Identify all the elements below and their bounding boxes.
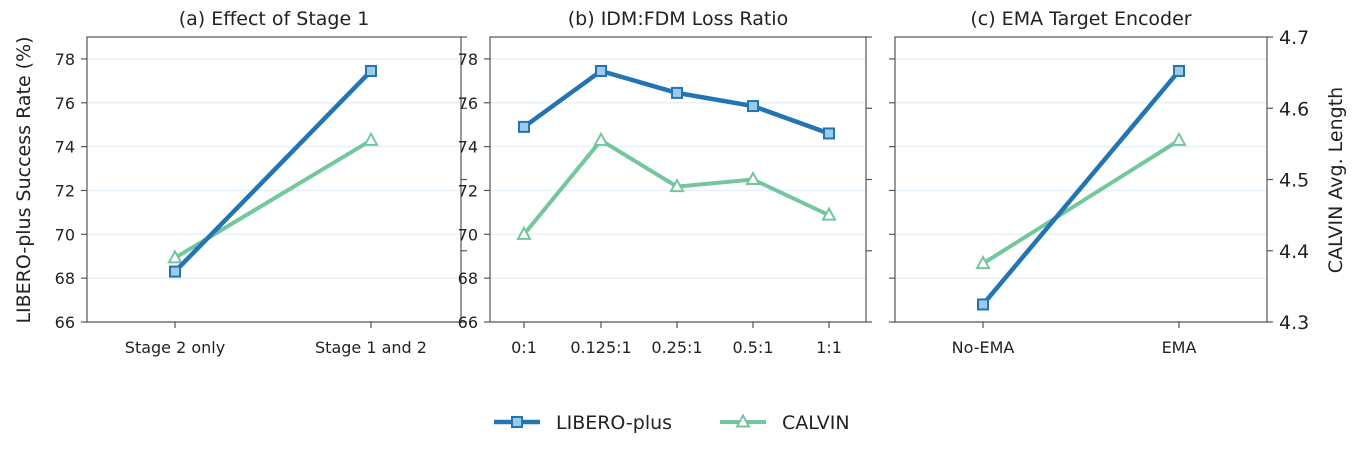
x-tick-label: Stage 1 and 2: [315, 338, 427, 357]
y-tick-label: 78: [55, 50, 75, 69]
data-point-libero-plus: [977, 298, 989, 311]
plot-frame: [86, 36, 462, 323]
x-tick-label: 0.5:1: [732, 338, 773, 357]
y2-tick-label: 4.5: [1279, 170, 1309, 192]
x-tick-label: Stage 2 only: [125, 338, 225, 357]
y-tick-label: 74: [55, 138, 75, 157]
data-point-libero-plus: [169, 265, 181, 278]
y-tick-label: 66: [458, 313, 478, 332]
series-line-calvin: [981, 138, 1181, 266]
plot-frame: [894, 36, 1268, 323]
x-tick-label: No-EMA: [952, 338, 1015, 357]
panel-3: 4.3 4.4 4.5 4.6 4.7 No-EMA EMA (c) EMA Target E…: [889, 8, 1309, 357]
y-tick-label: 68: [458, 269, 478, 288]
y-tick-label: 70: [55, 225, 75, 244]
y-tick-label: 76: [55, 94, 75, 113]
data-point-calvin: [1171, 131, 1187, 146]
y-tick-label: 74: [458, 138, 478, 157]
legend-marker-calvin: [735, 413, 751, 428]
y-tick-label: 66: [55, 313, 75, 332]
series-line-libero-plus: [172, 68, 374, 274]
data-point-calvin: [669, 178, 685, 193]
plot-frame: [489, 36, 867, 323]
y-axis-label-right: CALVIN Avg. Length: [1325, 87, 1347, 273]
data-point-calvin: [363, 131, 379, 146]
panel-title: (c) EMA Target Encoder: [970, 8, 1191, 30]
x-tick-label: EMA: [1162, 338, 1197, 357]
legend-marker-libero-plus: [511, 416, 523, 428]
y2-tick-label: 4.4: [1279, 241, 1309, 263]
y2-tick-label: 4.7: [1279, 27, 1309, 49]
data-point-libero-plus: [595, 64, 607, 77]
data-point-calvin: [593, 131, 609, 146]
y-tick-label: 78: [458, 50, 478, 69]
panel-title: (a) Effect of Stage 1: [179, 8, 370, 30]
y-tick-label: 72: [458, 181, 478, 200]
x-tick-label: 0.125:1: [570, 338, 631, 357]
y-axis-label-left: LIBERO-plus Success Rate (%): [13, 36, 35, 323]
y-tick-label: 70: [458, 225, 478, 244]
y-tick-label: 72: [55, 181, 75, 200]
x-tick-label: 0.25:1: [651, 338, 702, 357]
y-tick-label: 68: [55, 269, 75, 288]
data-point-calvin: [167, 249, 183, 264]
data-point-libero-plus: [823, 127, 835, 140]
data-point-calvin: [975, 254, 991, 270]
y2-tick-label: 4.3: [1279, 312, 1309, 334]
data-point-libero-plus: [671, 86, 683, 99]
data-point-calvin: [516, 225, 532, 240]
x-tick-label: 1:1: [816, 338, 842, 357]
y-tick-label: 76: [458, 94, 478, 113]
panel-2: 66 68 70 72 74 76 78 0:1 0.125:1 0.25:1 0.5:1 1:1 (b…: [458, 8, 872, 357]
y2-tick-label: 4.6: [1279, 98, 1309, 120]
legend-label-libero-plus: LIBERO-plus: [556, 412, 672, 434]
series-line-libero-plus: [980, 68, 1182, 307]
data-point-libero-plus: [365, 64, 377, 77]
data-point-libero-plus: [518, 120, 530, 133]
legend-label-calvin: CALVIN: [782, 412, 850, 434]
data-point-calvin: [745, 170, 761, 185]
panel-1: 66 68 70 72 74 76 78 Stage 2 only Stage 1 and 2 (…: [55, 8, 467, 357]
data-point-calvin: [821, 206, 837, 221]
x-tick-label: 0:1: [511, 338, 537, 357]
data-point-libero-plus: [1173, 64, 1185, 77]
panel-title: (b) IDM:FDM Loss Ratio: [568, 8, 788, 30]
legend: LIBERO-plus CALVIN: [494, 412, 850, 434]
data-point-libero-plus: [747, 100, 759, 113]
